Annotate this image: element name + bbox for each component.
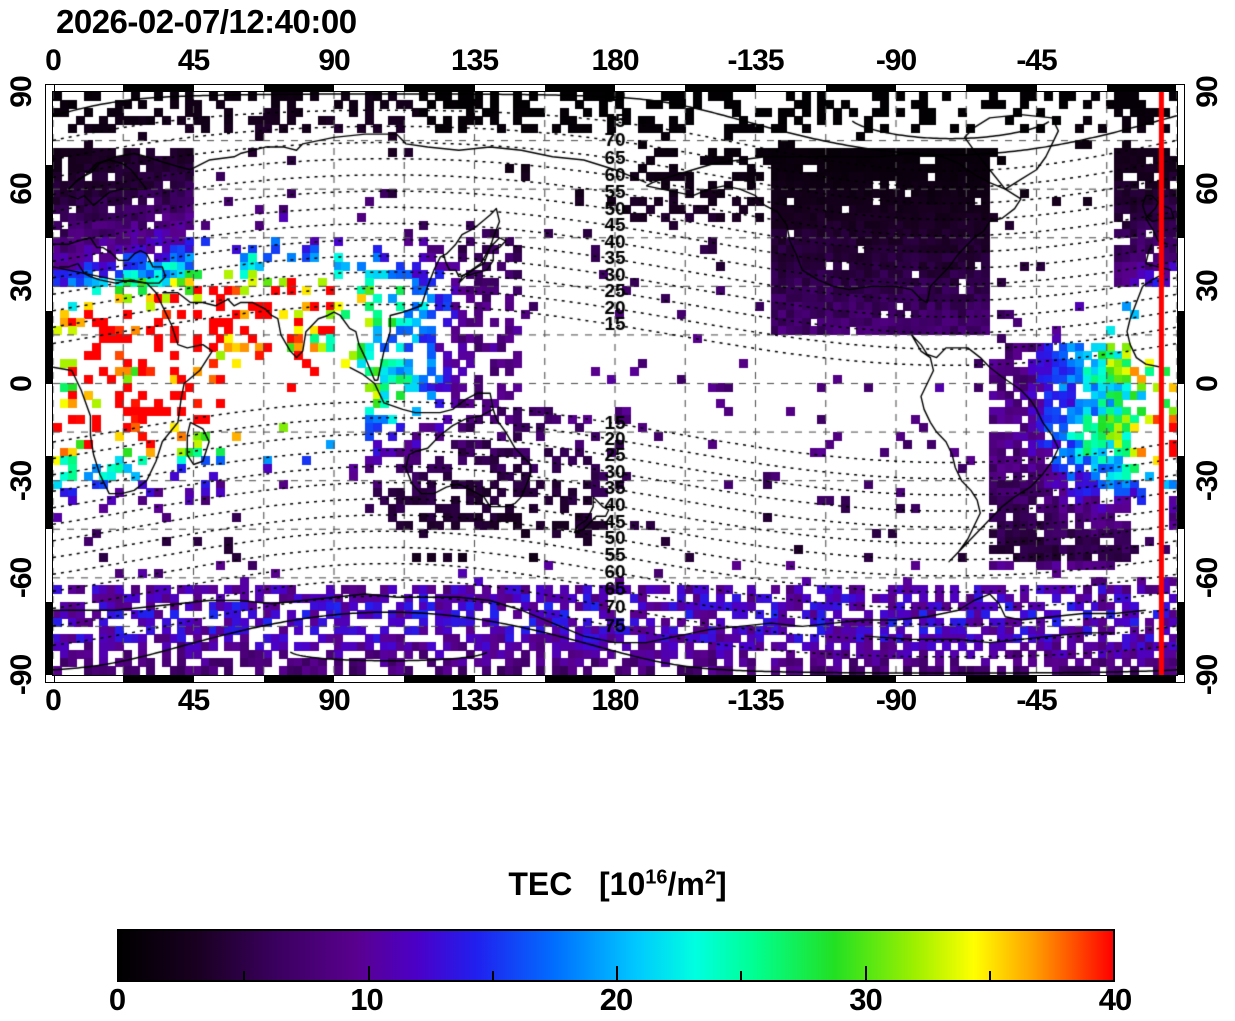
y-axis-right-tick-3: 0 [1191, 375, 1224, 392]
x-axis-bottom-tick-0: 0 [45, 684, 62, 717]
x-axis-bottom-tick-2: 90 [318, 684, 350, 717]
x-axis-top-tick-2: 90 [318, 44, 350, 77]
colorbar-minor-tick-0 [243, 971, 246, 980]
colorbar-major-tick-1 [367, 966, 370, 980]
colorbar-minor-tick-1 [491, 971, 494, 980]
colorbar [117, 929, 1115, 982]
colorbar-unit-open: [10 [599, 866, 646, 902]
x-axis-top-tick-5: -135 [727, 44, 784, 77]
colorbar-label-2: 20 [599, 982, 633, 1017]
colorbar-minor-tick-3 [988, 971, 991, 980]
colorbar-label-3: 30 [849, 982, 882, 1017]
x-axis-bottom-tick-4: 180 [591, 684, 639, 717]
y-axis-left-tick-5: -60 [5, 557, 38, 599]
y-axis-right-tick-6: -90 [1191, 654, 1224, 696]
page-title: 2026-02-07/12:40:00 [56, 3, 357, 40]
y-axis-left-tick-2: 30 [5, 270, 38, 303]
colorbar-major-tick-3 [864, 966, 867, 980]
colorbar-label-4: 40 [1098, 982, 1132, 1017]
tec-map-canvas [53, 92, 1177, 675]
x-axis-top-tick-1: 45 [177, 44, 210, 77]
colorbar-unit-exponent: 16 [645, 866, 668, 889]
x-axis-top-tick-6: -90 [875, 44, 917, 77]
y-axis-left-tick-6: -90 [5, 654, 38, 696]
colorbar-label-1: 10 [350, 982, 383, 1017]
x-axis-top-tick-4: 180 [591, 44, 639, 77]
y-axis-right-tick-4: -30 [1191, 460, 1224, 501]
x-axis-bottom-tick-7: -45 [1016, 684, 1057, 717]
map-plot-frame [45, 84, 1185, 683]
colorbar-unit-exponent2: 2 [704, 866, 716, 889]
y-axis-left-tick-3: 0 [5, 375, 38, 392]
x-axis-top-tick-7: -45 [1016, 44, 1057, 77]
x-axis-bottom-tick-6: -90 [875, 684, 917, 717]
x-axis-top-tick-3: 135 [450, 44, 499, 77]
colorbar-quantity: TEC [508, 866, 573, 902]
y-axis-left-tick-1: 60 [5, 173, 38, 205]
y-axis-right-tick-1: 60 [1191, 173, 1224, 205]
x-axis-bottom-tick-3: 135 [450, 684, 499, 717]
colorbar-unit-mid: /m [667, 866, 705, 902]
colorbar-title: TEC [1016/m2] [0, 866, 1235, 903]
x-axis-bottom-tick-1: 45 [177, 684, 210, 717]
colorbar-unit-close: ] [715, 866, 727, 902]
y-axis-left-tick-4: -30 [5, 460, 38, 501]
colorbar-major-tick-2 [616, 966, 618, 980]
y-axis-left-tick-0: 90 [5, 76, 38, 108]
colorbar-label-0: 0 [108, 982, 126, 1017]
y-axis-right-tick-0: 90 [1191, 76, 1224, 108]
tec-map [52, 91, 1178, 676]
y-axis-right-tick-5: -60 [1191, 557, 1224, 599]
colorbar-minor-tick-2 [740, 971, 743, 980]
x-axis-top-tick-0: 0 [45, 44, 62, 77]
y-axis-right-tick-2: 30 [1191, 270, 1224, 303]
x-axis-bottom-tick-5: -135 [727, 684, 784, 717]
